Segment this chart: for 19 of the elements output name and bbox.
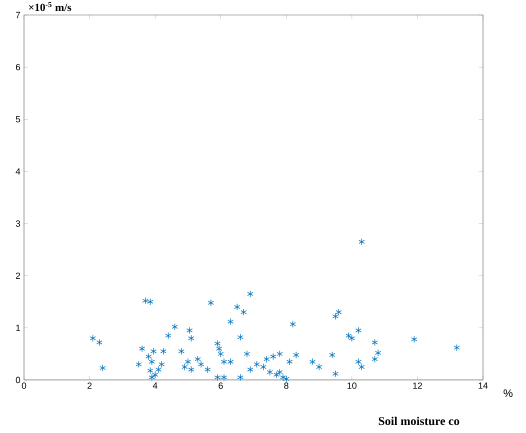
- y-tick-label: 0: [16, 376, 20, 384]
- y-tick-label: 5: [16, 116, 20, 122]
- y-tick-label: 7: [16, 12, 20, 18]
- text: %: [504, 389, 513, 398]
- x-axis-title: Soil moisture co: [378, 416, 460, 426]
- x-tick-label: 14: [478, 382, 488, 389]
- y-tick-label: 3: [16, 220, 20, 227]
- y-axis-title: ×10$^{-5}$ m/s: [29, 2, 72, 12]
- x-tick-label: 6: [218, 382, 223, 389]
- y-tick-label: 6: [16, 64, 20, 70]
- y-tick-label: 2: [16, 272, 20, 279]
- x-tick-label: 8: [284, 382, 288, 389]
- x-tick-label: 2: [88, 382, 92, 389]
- x-tick-label: 10: [348, 382, 357, 389]
- x-tick-label: 4: [152, 382, 158, 389]
- y-tick-label: 4: [16, 168, 20, 174]
- x-tick-label: 12: [413, 382, 422, 389]
- x-tick-label: 0: [22, 382, 26, 389]
- y-tick-label: 1: [16, 324, 20, 331]
